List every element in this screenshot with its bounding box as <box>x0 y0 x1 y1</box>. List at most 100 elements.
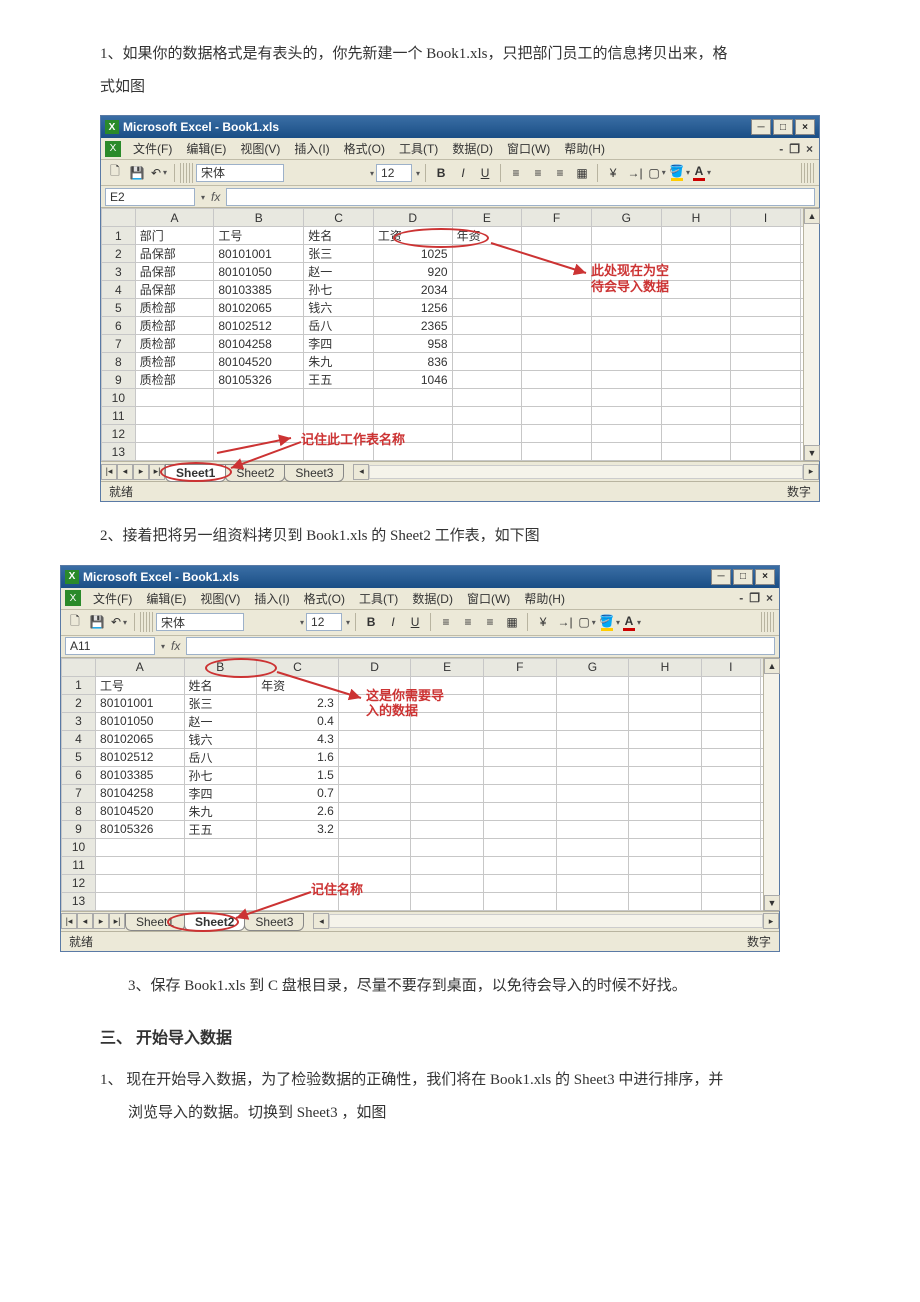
currency-icon[interactable]: ¥ <box>533 612 553 632</box>
cell[interactable] <box>661 245 731 263</box>
cell[interactable] <box>411 892 484 910</box>
cell[interactable] <box>452 389 522 407</box>
row-header[interactable]: 3 <box>102 263 136 281</box>
cell[interactable] <box>522 227 592 245</box>
hscroll-left-icon[interactable]: ◂ <box>313 913 329 929</box>
borders-icon[interactable]: ▢ <box>647 163 667 183</box>
cell[interactable]: 钱六 <box>304 299 374 317</box>
hscroll-right-icon[interactable]: ▸ <box>803 464 819 480</box>
tab-next-icon[interactable]: ▸ <box>93 913 109 929</box>
menu-window[interactable]: 窗口(W) <box>461 588 516 609</box>
italic-button[interactable]: I <box>453 163 473 183</box>
cell[interactable] <box>661 263 731 281</box>
cell[interactable]: 1.5 <box>257 766 339 784</box>
cell[interactable] <box>731 371 801 389</box>
cell[interactable]: 年资 <box>257 676 339 694</box>
cell[interactable] <box>452 281 522 299</box>
cell[interactable] <box>452 245 522 263</box>
font-size-dropdown[interactable] <box>344 617 350 627</box>
cell[interactable] <box>135 425 214 443</box>
cell[interactable]: 958 <box>373 335 452 353</box>
cell[interactable]: 李四 <box>304 335 374 353</box>
cell[interactable] <box>701 874 760 892</box>
cell[interactable]: 工号 <box>214 227 304 245</box>
cell[interactable]: 质检部 <box>135 335 214 353</box>
maximize-button[interactable]: □ <box>773 119 793 135</box>
menu-format[interactable]: 格式(O) <box>338 138 391 159</box>
row-header[interactable]: 2 <box>102 245 136 263</box>
cell[interactable]: 2.6 <box>257 802 339 820</box>
scroll-down-icon[interactable]: ▼ <box>804 445 820 461</box>
cell[interactable] <box>338 892 411 910</box>
row-header[interactable]: 12 <box>62 874 96 892</box>
cell[interactable]: 80101001 <box>96 694 184 712</box>
cell[interactable] <box>483 856 556 874</box>
row-header[interactable]: 1 <box>62 676 96 694</box>
cell[interactable] <box>629 748 702 766</box>
cell[interactable] <box>452 263 522 281</box>
cell[interactable] <box>483 784 556 802</box>
tab-first-icon[interactable]: |◂ <box>61 913 77 929</box>
cell[interactable]: 2034 <box>373 281 452 299</box>
cell[interactable] <box>661 443 731 461</box>
column-header[interactable]: E <box>452 209 522 227</box>
cell[interactable]: 朱九 <box>304 353 374 371</box>
cell[interactable] <box>522 281 592 299</box>
cell[interactable] <box>338 694 411 712</box>
cell[interactable]: 质检部 <box>135 317 214 335</box>
borders-icon[interactable]: ▢ <box>577 612 597 632</box>
cell[interactable]: 836 <box>373 353 452 371</box>
formula-bar[interactable] <box>226 188 815 206</box>
cell[interactable]: 品保部 <box>135 281 214 299</box>
sheet-tab-sheet2[interactable]: Sheet2 <box>184 913 245 931</box>
menu-format[interactable]: 格式(O) <box>298 588 351 609</box>
cell[interactable] <box>452 299 522 317</box>
cell[interactable] <box>556 712 629 730</box>
column-header[interactable]: G <box>556 658 629 676</box>
cell[interactable]: 赵一 <box>304 263 374 281</box>
doc-restore-button[interactable]: ❐ <box>749 591 760 605</box>
cell[interactable]: 80102512 <box>214 317 304 335</box>
cell[interactable] <box>483 802 556 820</box>
row-header[interactable]: 8 <box>62 802 96 820</box>
cell[interactable] <box>338 874 411 892</box>
align-left-icon[interactable]: ≡ <box>436 612 456 632</box>
column-header[interactable]: C <box>304 209 374 227</box>
cell[interactable] <box>556 802 629 820</box>
cell[interactable] <box>304 389 374 407</box>
row-header[interactable]: 4 <box>102 281 136 299</box>
cell[interactable] <box>556 856 629 874</box>
cell[interactable] <box>731 389 801 407</box>
select-all-corner[interactable] <box>102 209 136 227</box>
font-color-icon[interactable]: A <box>622 612 642 632</box>
cell[interactable] <box>591 299 661 317</box>
cell[interactable]: 80105326 <box>96 820 184 838</box>
cell[interactable] <box>556 838 629 856</box>
cell[interactable] <box>556 730 629 748</box>
cell[interactable]: 姓名 <box>304 227 374 245</box>
row-header[interactable]: 6 <box>102 317 136 335</box>
column-header[interactable]: A <box>96 658 184 676</box>
column-header[interactable]: F <box>483 658 556 676</box>
cell[interactable]: 1025 <box>373 245 452 263</box>
cell[interactable] <box>591 353 661 371</box>
align-left-icon[interactable]: ≡ <box>506 163 526 183</box>
font-size-box[interactable]: 12 <box>376 164 412 182</box>
cell[interactable] <box>522 443 592 461</box>
name-box[interactable]: A11 <box>65 637 155 655</box>
cell[interactable] <box>701 766 760 784</box>
cell[interactable] <box>629 712 702 730</box>
cell[interactable] <box>701 784 760 802</box>
cell[interactable]: 0.4 <box>257 712 339 730</box>
hscroll-left-icon[interactable]: ◂ <box>353 464 369 480</box>
cell[interactable] <box>257 892 339 910</box>
row-header[interactable]: 5 <box>102 299 136 317</box>
tab-prev-icon[interactable]: ◂ <box>77 913 93 929</box>
cell[interactable] <box>701 856 760 874</box>
cell[interactable]: 朱九 <box>184 802 257 820</box>
cell[interactable] <box>257 856 339 874</box>
cell[interactable] <box>411 838 484 856</box>
menu-insert[interactable]: 插入(I) <box>248 588 295 609</box>
name-box[interactable]: E2 <box>105 188 195 206</box>
cell[interactable] <box>452 353 522 371</box>
